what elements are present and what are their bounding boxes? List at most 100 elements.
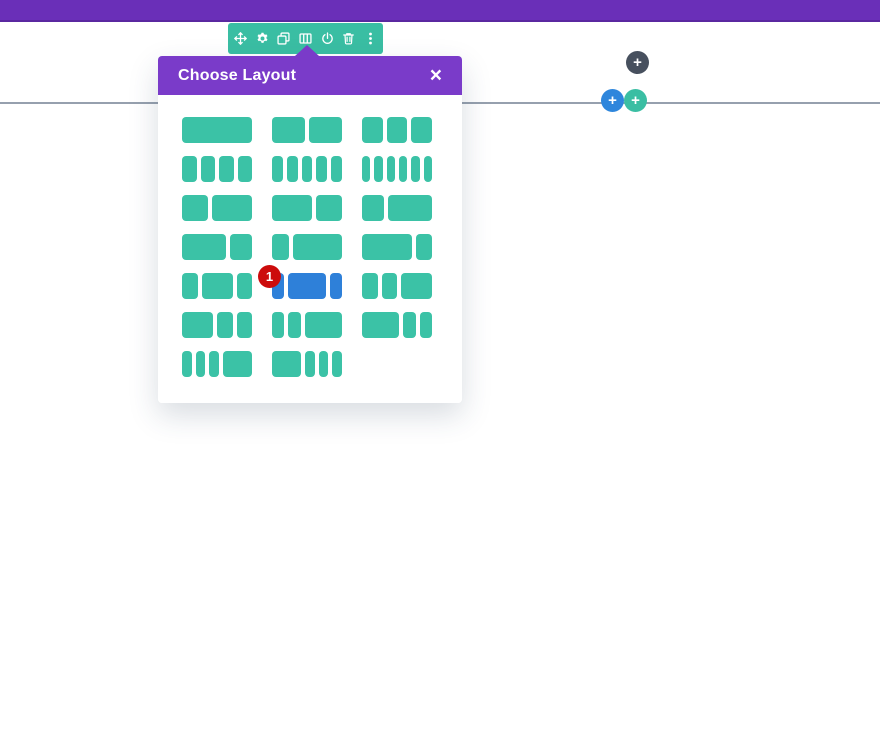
layout-column-block <box>288 312 301 338</box>
layout-option[interactable] <box>362 234 432 260</box>
toolbar-disable-button[interactable] <box>318 30 336 48</box>
toolbar-delete-button[interactable] <box>340 30 358 48</box>
layout-column-block <box>316 156 328 182</box>
layout-column-block <box>200 156 215 182</box>
modal-close-button[interactable]: × <box>428 65 444 86</box>
layout-option[interactable] <box>272 351 343 377</box>
layout-option[interactable] <box>182 234 252 260</box>
layout-option[interactable] <box>272 312 343 338</box>
modal-title: Choose Layout <box>178 66 297 84</box>
columns-icon <box>299 33 312 44</box>
layout-option[interactable] <box>362 156 432 182</box>
layout-column-block <box>301 156 313 182</box>
plus-icon: + <box>608 91 617 109</box>
layout-column-block <box>223 351 253 377</box>
layout-option[interactable] <box>272 195 342 221</box>
layout-column-block <box>288 273 326 299</box>
layout-column-block <box>332 351 343 377</box>
add-module-button[interactable]: + <box>626 51 649 74</box>
layout-column-block <box>230 234 252 260</box>
layout-column-block <box>329 273 343 299</box>
layout-column-block <box>286 156 298 182</box>
toolbar-move-button[interactable] <box>232 30 250 48</box>
layout-column-block <box>209 351 220 377</box>
ellipsis-vertical-icon <box>368 32 372 45</box>
layout-column-block <box>362 117 383 143</box>
layout-option[interactable] <box>272 273 343 299</box>
layout-option[interactable] <box>182 156 252 182</box>
toolbar-columns-button[interactable] <box>297 30 315 48</box>
close-icon: × <box>429 64 442 87</box>
layout-column-block <box>398 156 408 182</box>
layout-column-block <box>411 117 433 143</box>
toolbar-duplicate-button[interactable] <box>275 30 293 48</box>
layout-column-block <box>305 351 315 377</box>
layout-column-block <box>272 117 305 143</box>
layout-column-block <box>212 195 252 221</box>
toolbar-settings-button[interactable] <box>253 30 271 48</box>
add-row-button[interactable]: + <box>624 89 647 112</box>
move-icon <box>234 32 247 45</box>
layout-column-block <box>236 312 252 338</box>
layout-column-block <box>182 117 252 143</box>
layout-column-block <box>217 312 233 338</box>
layout-column-block <box>195 351 206 377</box>
layout-column-block <box>272 312 285 338</box>
layout-column-block <box>362 195 384 221</box>
step-badge: 1 <box>258 265 281 288</box>
plus-icon: + <box>633 53 642 71</box>
toolbar-options-button[interactable] <box>361 30 379 48</box>
layout-column-block <box>403 312 416 338</box>
layout-column-block <box>374 156 383 182</box>
layout-option[interactable] <box>362 273 432 299</box>
layout-option[interactable] <box>182 273 252 299</box>
layout-column-block <box>386 156 395 182</box>
layout-column-block <box>362 312 400 338</box>
choose-layout-modal: Choose Layout × <box>158 56 462 403</box>
layout-column-block <box>219 156 234 182</box>
layout-option[interactable] <box>362 312 433 338</box>
layout-column-block <box>272 156 283 182</box>
layout-column-block <box>419 312 433 338</box>
layout-column-block <box>272 195 312 221</box>
layout-column-block <box>362 273 378 299</box>
layout-column-block <box>315 195 342 221</box>
plus-icon: + <box>631 91 640 109</box>
layout-column-block <box>415 234 432 260</box>
layout-column-block <box>182 351 192 377</box>
layout-option[interactable] <box>182 117 252 143</box>
layout-option[interactable] <box>362 195 432 221</box>
modal-header: Choose Layout × <box>158 56 462 95</box>
layout-option[interactable] <box>272 156 342 182</box>
layout-option[interactable] <box>362 117 433 143</box>
layout-option[interactable] <box>182 351 253 377</box>
layout-column-block <box>237 156 252 182</box>
layout-column-block <box>386 117 408 143</box>
duplicate-icon <box>277 32 290 45</box>
add-section-button[interactable]: + <box>601 89 624 112</box>
layout-column-block <box>272 234 289 260</box>
layout-column-block <box>272 351 301 377</box>
trash-icon <box>343 33 355 45</box>
step-badge-number: 1 <box>265 269 274 284</box>
layout-column-block <box>411 156 420 182</box>
power-icon <box>321 32 333 44</box>
layout-column-block <box>423 156 432 182</box>
layout-column-block <box>388 195 432 221</box>
layout-column-block <box>401 273 432 299</box>
layout-option[interactable] <box>272 117 342 143</box>
layout-column-block <box>304 312 343 338</box>
layout-column-block <box>201 273 233 299</box>
layout-column-block <box>182 156 197 182</box>
layout-option[interactable] <box>182 195 252 221</box>
layout-column-block <box>309 117 342 143</box>
layout-column-block <box>318 351 329 377</box>
layout-option[interactable] <box>182 312 252 338</box>
layout-column-block <box>362 234 412 260</box>
layout-column-block <box>182 234 226 260</box>
gear-icon <box>257 32 268 43</box>
layout-option[interactable] <box>272 234 342 260</box>
layout-column-block <box>182 195 209 221</box>
top-admin-bar <box>0 0 880 22</box>
